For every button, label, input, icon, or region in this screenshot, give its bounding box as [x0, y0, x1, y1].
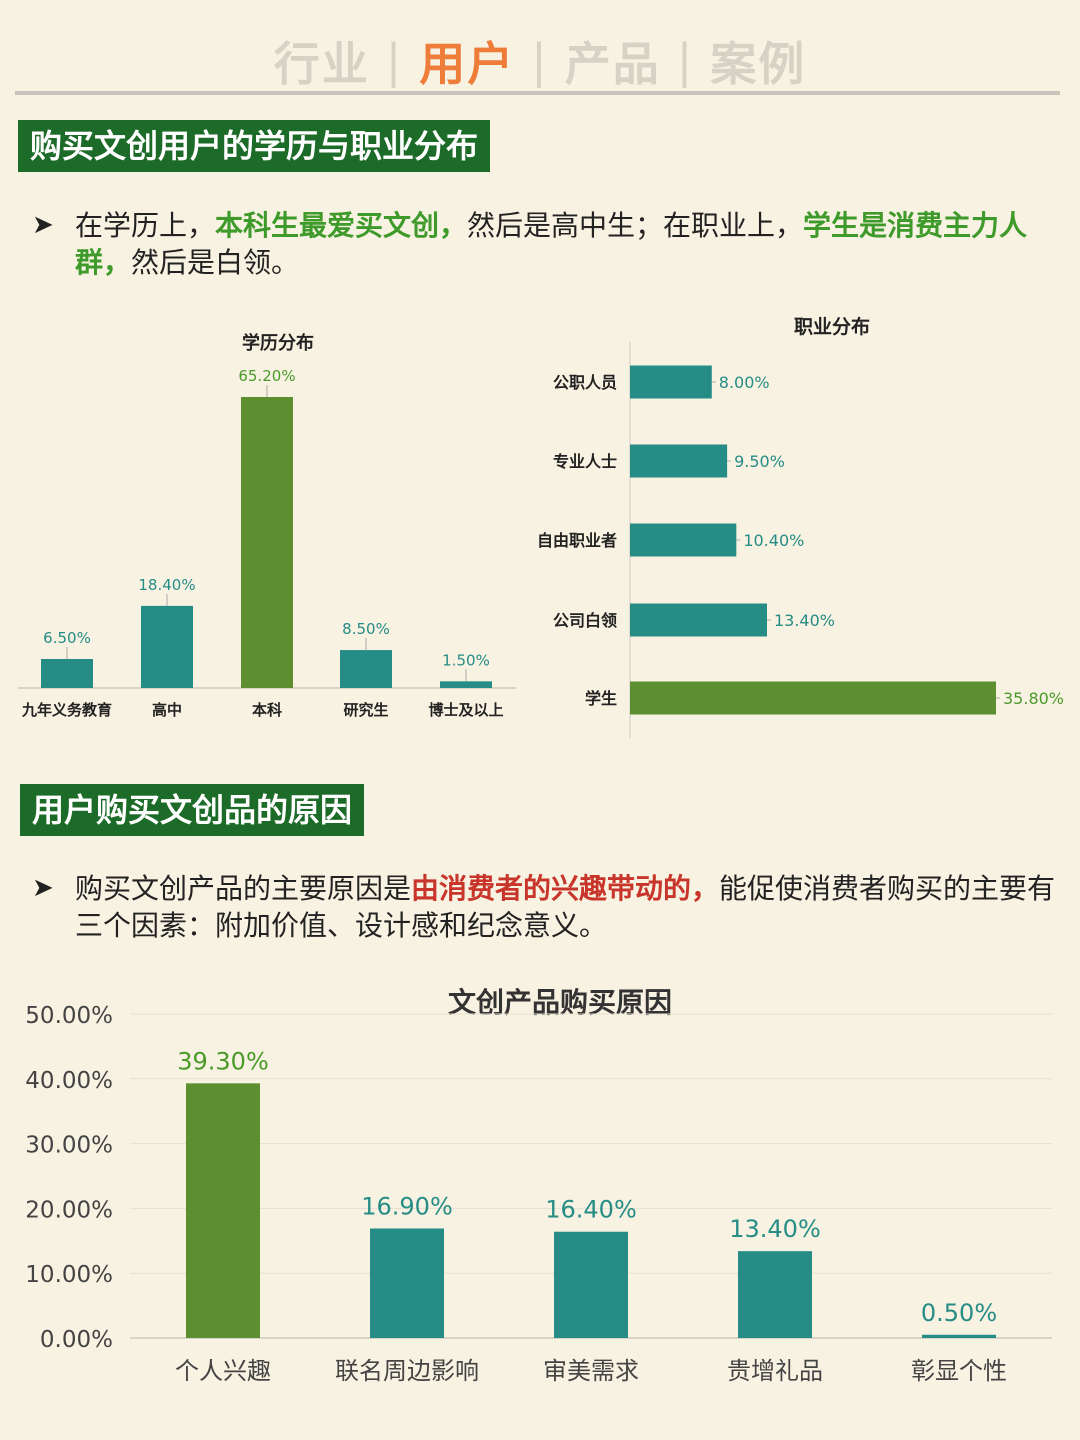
x-tick-label: 联名周边影响 — [335, 1357, 479, 1385]
bullet-text-part: 然后是白领。 — [131, 246, 300, 279]
data-label: 8.50% — [342, 620, 390, 638]
x-tick-label: 本科 — [252, 701, 282, 719]
y-tick-label: 公职人员 — [553, 373, 617, 392]
data-label: 10.40% — [743, 531, 804, 550]
nav-separator: | — [385, 34, 404, 88]
data-label: 35.80% — [1003, 689, 1064, 708]
bar — [440, 681, 492, 688]
data-label: 13.40% — [729, 1215, 821, 1243]
bar — [630, 603, 767, 637]
y-tick-label: 学生 — [585, 689, 617, 708]
chart-title: 学历分布 — [242, 332, 314, 354]
nav-tab-product[interactable]: 产品 — [564, 37, 661, 91]
data-label: 16.40% — [545, 1196, 637, 1224]
arrow-bullet-icon: ➤ — [32, 210, 54, 240]
data-label: 9.50% — [734, 452, 785, 471]
data-label: 8.00% — [719, 373, 770, 392]
data-label: 1.50% — [442, 651, 490, 669]
bullet-text-part: 然后是高中生；在职业上， — [467, 209, 804, 242]
x-tick-label: 审美需求 — [543, 1357, 639, 1385]
bar — [370, 1228, 444, 1338]
y-tick-label: 30.00% — [25, 1133, 113, 1159]
data-label: 6.50% — [43, 629, 91, 647]
bullet-text-part: 在学历上， — [75, 209, 216, 242]
nav-separator: | — [676, 34, 695, 88]
nav-separator: | — [531, 34, 549, 88]
x-tick-label: 九年义务教育 — [21, 701, 112, 719]
bar — [922, 1334, 996, 1338]
bar — [186, 1083, 260, 1338]
y-tick-label: 20.00% — [25, 1197, 113, 1223]
bullet-text-part: 能促使消费者购买的主要有三个因素：附加价值、设计感和纪念意义。 — [75, 872, 1056, 942]
y-tick-label: 自由职业者 — [537, 531, 617, 550]
chart-title: 职业分布 — [794, 315, 870, 338]
bar — [41, 658, 93, 688]
bar — [630, 444, 728, 478]
data-label: 0.50% — [921, 1299, 997, 1327]
y-tick-label: 公司白领 — [553, 611, 617, 630]
bar — [738, 1251, 812, 1338]
section-title-purchase-reasons: 用户购买文创品的原因 — [20, 784, 365, 836]
bullet-highlight: 本科生最爱买文创， — [215, 209, 468, 242]
nav-divider — [15, 91, 1060, 95]
data-label: 13.40% — [774, 611, 835, 630]
nav-tab-industry[interactable]: 行业 — [273, 37, 370, 91]
data-label: 39.30% — [177, 1047, 269, 1075]
bullet-highlight: 由消费者的兴趣带动的， — [411, 872, 720, 905]
chart-title: 文创产品购买原因 — [448, 986, 672, 1019]
arrow-bullet-icon: ➤ — [32, 873, 54, 903]
bar — [630, 523, 737, 557]
bar — [340, 650, 392, 688]
y-tick-label: 50.00% — [25, 1003, 113, 1029]
top-nav: 行业 | 用户 | 产品 | 案例 — [0, 28, 1080, 94]
x-tick-label: 高中 — [152, 701, 182, 719]
y-tick-label: 10.00% — [25, 1262, 113, 1288]
data-label: 65.20% — [238, 367, 295, 385]
x-tick-label: 贵增礼品 — [727, 1357, 823, 1385]
bullet-highlight: 学生是消费主力人群， — [75, 209, 1028, 279]
bullet-text: 在学历上，本科生最爱买文创，然后是高中生；在职业上，学生是消费主力人群，然后是白… — [75, 207, 1065, 281]
y-tick-label: 0.00% — [40, 1327, 113, 1353]
data-label: 16.90% — [361, 1192, 453, 1220]
data-label: 18.40% — [138, 576, 195, 594]
y-tick-label: 专业人士 — [553, 452, 617, 471]
bullet-text: 购买文创产品的主要原因是由消费者的兴趣带动的，能促使消费者购买的主要有三个因素：… — [75, 870, 1065, 944]
nav-tab-case[interactable]: 案例 — [710, 37, 807, 91]
bar — [554, 1231, 628, 1338]
x-tick-label: 个人兴趣 — [175, 1357, 271, 1385]
bar — [630, 681, 996, 715]
nav-tab-user[interactable]: 用户 — [419, 37, 516, 91]
bar — [241, 397, 293, 688]
bar — [630, 365, 712, 399]
y-tick-label: 40.00% — [25, 1068, 113, 1094]
x-tick-label: 研究生 — [343, 701, 388, 719]
bullet-text-part: 购买文创产品的主要原因是 — [75, 872, 412, 905]
x-tick-label: 博士及以上 — [428, 701, 503, 719]
x-tick-label: 彰显个性 — [911, 1357, 1007, 1385]
bar — [141, 605, 193, 688]
section-title-education-occupation: 购买文创用户的学历与职业分布 — [18, 120, 491, 172]
